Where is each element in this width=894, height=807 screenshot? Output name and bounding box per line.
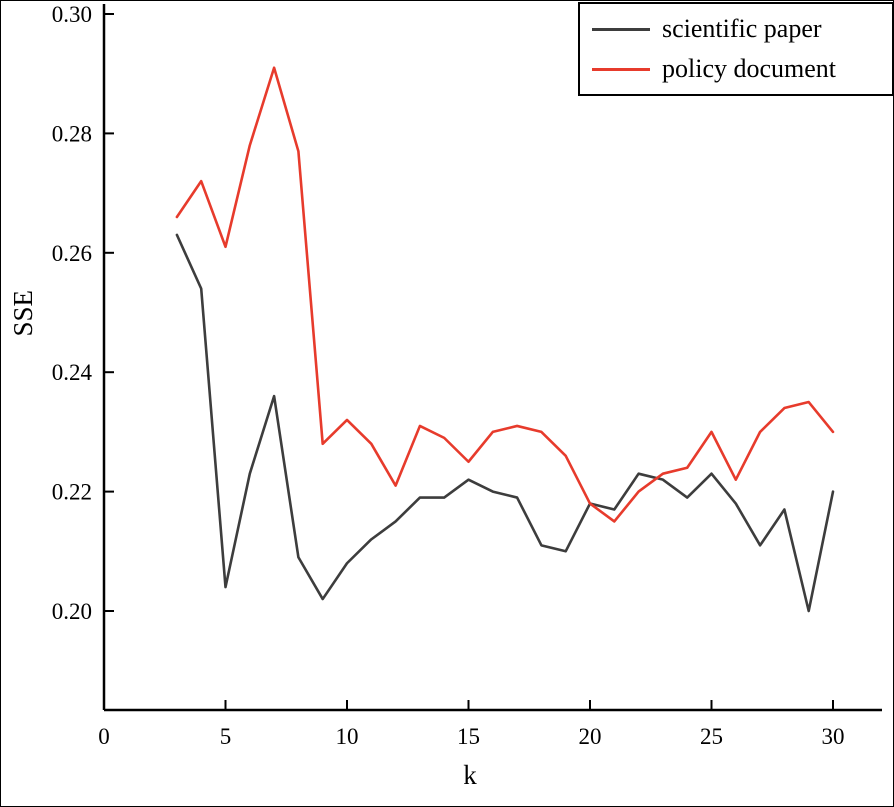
legend-item-scientific-paper: scientific paper [592, 9, 886, 49]
series-line-scientific-paper [175, 233, 835, 613]
legend-line-swatch-policy-document [592, 67, 650, 71]
legend-label-scientific-paper: scientific paper [662, 14, 822, 43]
legend-line-swatch-scientific-paper [592, 27, 650, 31]
y-axis-label: SSE [8, 290, 38, 337]
x-tick-label: 25 [700, 724, 723, 749]
series-line-policy-document [175, 66, 835, 523]
y-tick-label: 0.26 [52, 241, 92, 266]
y-tick-label: 0.22 [52, 480, 92, 505]
x-tick-label: 30 [822, 724, 845, 749]
x-axis-label: k [463, 760, 477, 790]
legend: scientific paper policy document [578, 2, 894, 96]
x-tick-label: 10 [336, 724, 359, 749]
x-tick-label: 20 [579, 724, 602, 749]
y-tick-label: 0.28 [52, 121, 92, 146]
y-tick-label: 0.24 [52, 360, 93, 385]
x-tick-label: 15 [457, 724, 480, 749]
legend-item-policy-document: policy document [592, 49, 886, 89]
x-tick-label: 5 [220, 724, 232, 749]
y-tick-label: 0.30 [52, 2, 92, 27]
x-tick-label: 0 [98, 724, 110, 749]
y-tick-label: 0.20 [52, 599, 92, 624]
legend-label-policy-document: policy document [662, 54, 837, 83]
